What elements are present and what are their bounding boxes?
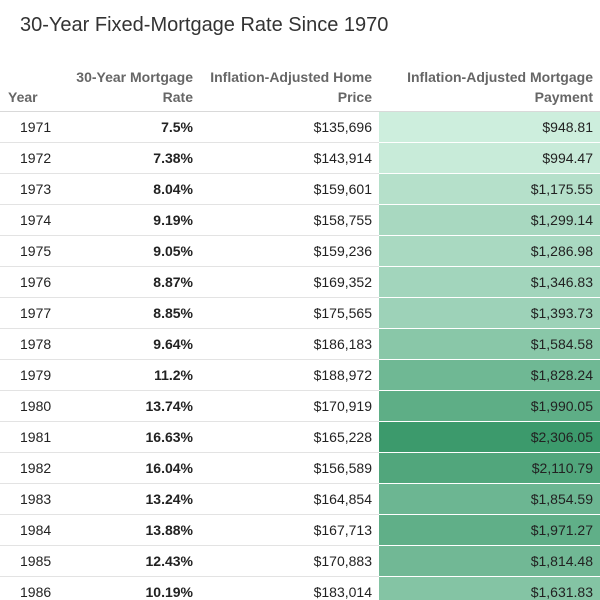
mortgage-table: Year 30-Year Mortgage Rate Inflation-Adj…: [0, 62, 600, 600]
cell-mortgage-payment: $1,990.05: [379, 390, 600, 422]
cell-home-price: $143,914: [200, 142, 379, 174]
table-row: 1981 16.63% $165,228 $2,306.05: [0, 421, 600, 453]
cell-mortgage-payment: $1,299.14: [379, 204, 600, 236]
cell-home-price: $170,883: [200, 545, 379, 577]
cell-mortgage-rate: 13.88%: [60, 514, 200, 546]
table-row: 1986 10.19% $183,014 $1,631.83: [0, 576, 600, 600]
table-row: 1976 8.87% $169,352 $1,346.83: [0, 266, 600, 298]
table-row: 1980 13.74% $170,919 $1,990.05: [0, 390, 600, 422]
cell-mortgage-payment: $948.81: [379, 111, 600, 143]
cell-mortgage-rate: 7.38%: [60, 142, 200, 174]
cell-mortgage-rate: 13.24%: [60, 483, 200, 515]
cell-mortgage-payment: $1,828.24: [379, 359, 600, 391]
cell-home-price: $188,972: [200, 359, 379, 391]
cell-mortgage-payment: $1,584.58: [379, 328, 600, 360]
header-home-price[interactable]: Inflation-Adjusted Home Price: [200, 62, 379, 112]
header-mortgage-rate[interactable]: 30-Year Mortgage Rate: [60, 62, 200, 112]
cell-mortgage-payment: $2,306.05: [379, 421, 600, 453]
table-body: 1971 7.5% $135,696 $948.81 1972 7.38% $143,914…: [0, 111, 600, 600]
table-header-row: Year 30-Year Mortgage Rate Inflation-Adj…: [0, 62, 600, 112]
table-row: 1984 13.88% $167,713 $1,971.27: [0, 514, 600, 546]
cell-home-price: $169,352: [200, 266, 379, 298]
table-row: 1985 12.43% $170,883 $1,814.48: [0, 545, 600, 577]
cell-mortgage-payment: $1,631.83: [379, 576, 600, 600]
cell-year: 1974: [0, 204, 60, 236]
cell-mortgage-rate: 9.64%: [60, 328, 200, 360]
cell-home-price: $167,713: [200, 514, 379, 546]
cell-year: 1980: [0, 390, 60, 422]
cell-home-price: $159,601: [200, 173, 379, 205]
cell-home-price: $164,854: [200, 483, 379, 515]
cell-year: 1971: [0, 111, 60, 143]
cell-home-price: $183,014: [200, 576, 379, 600]
cell-mortgage-payment: $1,854.59: [379, 483, 600, 515]
cell-mortgage-rate: 7.5%: [60, 111, 200, 143]
cell-home-price: $159,236: [200, 235, 379, 267]
cell-mortgage-payment: $1,814.48: [379, 545, 600, 577]
cell-mortgage-payment: $1,971.27: [379, 514, 600, 546]
cell-mortgage-rate: 8.87%: [60, 266, 200, 298]
table-row: 1973 8.04% $159,601 $1,175.55: [0, 173, 600, 205]
cell-year: 1977: [0, 297, 60, 329]
cell-year: 1985: [0, 545, 60, 577]
cell-year: 1984: [0, 514, 60, 546]
cell-mortgage-payment: $2,110.79: [379, 452, 600, 484]
table-row: 1978 9.64% $186,183 $1,584.58: [0, 328, 600, 360]
cell-mortgage-payment: $1,346.83: [379, 266, 600, 298]
cell-mortgage-rate: 12.43%: [60, 545, 200, 577]
cell-mortgage-rate: 16.04%: [60, 452, 200, 484]
cell-home-price: $158,755: [200, 204, 379, 236]
cell-year: 1981: [0, 421, 60, 453]
cell-home-price: $165,228: [200, 421, 379, 453]
cell-home-price: $186,183: [200, 328, 379, 360]
cell-year: 1978: [0, 328, 60, 360]
cell-mortgage-payment: $1,175.55: [379, 173, 600, 205]
table-row: 1975 9.05% $159,236 $1,286.98: [0, 235, 600, 267]
cell-mortgage-rate: 8.04%: [60, 173, 200, 205]
cell-mortgage-rate: 13.74%: [60, 390, 200, 422]
cell-mortgage-rate: 8.85%: [60, 297, 200, 329]
table-row: 1972 7.38% $143,914 $994.47: [0, 142, 600, 174]
header-year[interactable]: Year: [0, 62, 60, 112]
cell-home-price: $135,696: [200, 111, 379, 143]
table-row: 1979 11.2% $188,972 $1,828.24: [0, 359, 600, 391]
cell-year: 1982: [0, 452, 60, 484]
cell-year: 1986: [0, 576, 60, 600]
chart-title: 30-Year Fixed-Mortgage Rate Since 1970: [20, 14, 389, 36]
cell-mortgage-rate: 9.19%: [60, 204, 200, 236]
cell-year: 1979: [0, 359, 60, 391]
table-row: 1982 16.04% $156,589 $2,110.79: [0, 452, 600, 484]
cell-home-price: $170,919: [200, 390, 379, 422]
cell-mortgage-rate: 16.63%: [60, 421, 200, 453]
cell-mortgage-rate: 11.2%: [60, 359, 200, 391]
cell-mortgage-rate: 10.19%: [60, 576, 200, 600]
table-row: 1983 13.24% $164,854 $1,854.59: [0, 483, 600, 515]
cell-year: 1973: [0, 173, 60, 205]
cell-mortgage-payment: $1,393.73: [379, 297, 600, 329]
cell-year: 1975: [0, 235, 60, 267]
cell-home-price: $156,589: [200, 452, 379, 484]
cell-year: 1983: [0, 483, 60, 515]
table-row: 1977 8.85% $175,565 $1,393.73: [0, 297, 600, 329]
table-row: 1974 9.19% $158,755 $1,299.14: [0, 204, 600, 236]
cell-mortgage-rate: 9.05%: [60, 235, 200, 267]
table-row: 1971 7.5% $135,696 $948.81: [0, 111, 600, 143]
cell-year: 1972: [0, 142, 60, 174]
cell-mortgage-payment: $994.47: [379, 142, 600, 174]
cell-year: 1976: [0, 266, 60, 298]
cell-mortgage-payment: $1,286.98: [379, 235, 600, 267]
header-mortgage-payment[interactable]: Inflation-Adjusted Mortgage Payment: [379, 62, 600, 112]
cell-home-price: $175,565: [200, 297, 379, 329]
